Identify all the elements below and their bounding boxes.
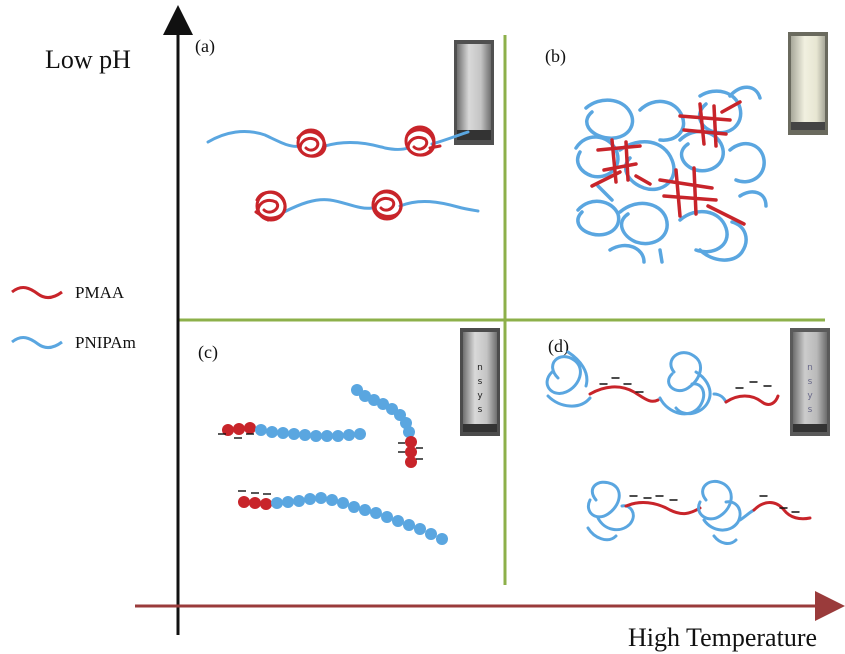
panel-c-negative-charges <box>218 433 423 495</box>
panel-c-chain-2 <box>351 384 417 468</box>
svg-text:s: s <box>808 377 813 387</box>
panel-d-coil-1 <box>545 350 592 408</box>
svg-text:s: s <box>478 405 483 415</box>
panel-d-pmaa-segment-4 <box>752 501 812 521</box>
panel-d-pnipam-link-1 <box>712 392 728 404</box>
panel-d-pmaa-segment-1 <box>588 385 660 403</box>
panel-d-pmaa-segment-2 <box>724 394 780 406</box>
svg-text:n: n <box>477 363 483 373</box>
pmaa-legend-label: PMAA <box>75 283 125 302</box>
vial-b-photo <box>788 32 828 135</box>
panel-d-pnipam-link-2 <box>738 508 756 522</box>
panel-a-label: (a) <box>195 36 215 57</box>
panel-d-coil-2 <box>658 351 712 416</box>
svg-text:y: y <box>807 391 813 401</box>
panel-d-coil-4 <box>697 479 742 545</box>
svg-text:y: y <box>477 391 483 401</box>
pnipam-legend-label: PNIPAm <box>75 333 136 352</box>
panel-d-negative-charges <box>599 377 800 513</box>
svg-text:s: s <box>478 377 483 387</box>
panel-a-chains <box>206 125 480 222</box>
panel-d-chain-1 <box>545 350 780 416</box>
panel-c-chain-1 <box>222 422 366 442</box>
panel-b-label: (b) <box>545 46 566 67</box>
panel-c-chain-3 <box>238 492 448 545</box>
svg-text:s: s <box>808 405 813 415</box>
panel-a-pmaa-globule-4 <box>371 189 403 221</box>
panel-a-pmaa-globule-2 <box>404 125 442 157</box>
panel-b-pmaa-cores <box>590 100 746 226</box>
panel-d-label: (d) <box>548 336 569 357</box>
legend: PMAA PNIPAm <box>11 283 136 352</box>
panel-d-chains <box>545 350 812 545</box>
panel-a-pmaa-globule-3 <box>254 190 287 222</box>
panel-b-pnipam-network <box>574 85 768 264</box>
pmaa-legend-swatch <box>11 286 63 300</box>
pnipam-legend-swatch <box>11 336 63 350</box>
panel-a-pnipam-chain-2 <box>282 198 480 214</box>
y-axis-label: Low pH <box>45 45 131 74</box>
panel-c-chains <box>218 384 448 545</box>
vial-c-photo: n s y s <box>460 328 500 436</box>
panel-d-chain-2 <box>586 479 812 545</box>
svg-text:n: n <box>807 363 813 373</box>
panel-a-pmaa-globule-1 <box>296 128 327 158</box>
panel-b-aggregate <box>574 85 768 264</box>
panel-c-label: (c) <box>198 342 218 363</box>
vial-d-photo: n s y s <box>790 328 830 436</box>
vial-a-photo <box>454 40 494 145</box>
panel-d-coil-3 <box>586 480 635 542</box>
x-axis-label: High Temperature <box>628 623 817 652</box>
panel-d-pmaa-segment-3 <box>624 501 702 516</box>
